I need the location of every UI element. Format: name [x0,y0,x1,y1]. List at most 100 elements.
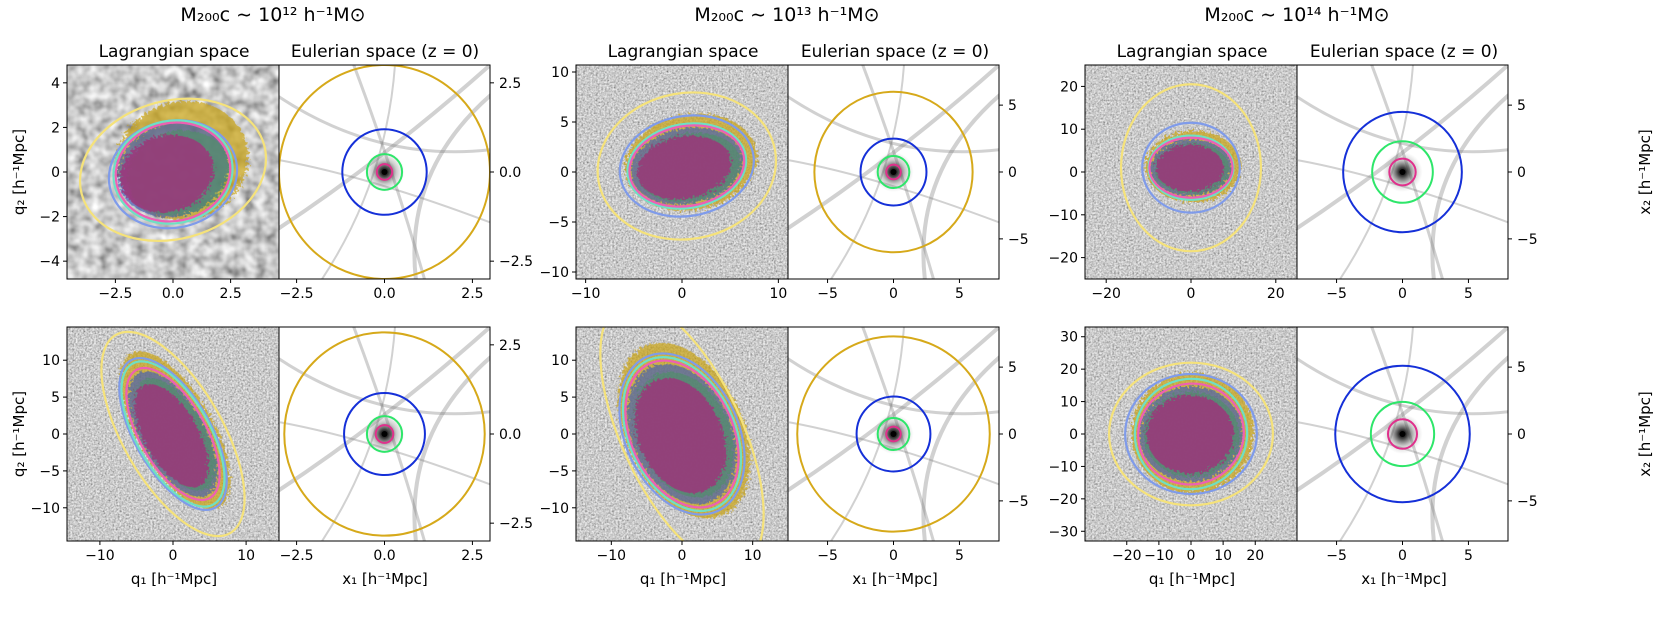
x-tick-label: −10 [571,286,601,302]
x-tick-label: −2.5 [280,548,314,564]
x-tick-label: −20 [1112,548,1142,564]
filament [412,93,490,279]
magenta-particles [1146,395,1234,474]
x-tick-label: 5 [955,286,964,302]
xlabel-x1: x₁ [h⁻¹Mpc] [852,570,938,588]
ylabel-x2-row2: x₂ [h⁻¹Mpc] [1636,391,1654,477]
y-tick-label: 0 [1069,165,1078,181]
gold-radius-circle [796,335,991,533]
panel-title-lagrangian: Lagrangian space [99,42,250,62]
x-tick-label: 0.0 [373,548,395,564]
column-title-1e14: M₂₀₀c ∼ 10¹⁴ h⁻¹M⊙ [1204,4,1389,26]
y-tick-label: −5 [548,464,569,480]
y-tick-label: 0.0 [499,165,521,181]
x-tick-label: 0 [1398,548,1407,564]
panel-image [1297,327,1508,541]
y-tick-label: 2 [51,120,60,136]
halo-center [1399,169,1406,175]
y-tick-label: 10 [551,353,569,369]
light-blue-ellipse [118,356,228,512]
panel-image [1085,327,1297,541]
magenta-radius-circle [374,424,395,444]
yellow-ellipse [1107,361,1275,507]
xlabel-x1: x₁ [h⁻¹Mpc] [342,570,428,588]
y-tick-label: 0 [1008,165,1017,181]
cyan-ellipse [626,122,748,210]
green-radius-circle [365,415,404,453]
x-tick-label: −5 [1326,548,1347,564]
y-tick-label: −10 [1048,459,1078,475]
pink-ellipse [125,366,221,502]
blue-radius-circle [1334,364,1471,504]
y-tick-label: −10 [539,501,569,517]
panel-image [788,65,999,279]
x-tick-label: 10 [237,548,255,564]
y-tick-label: −20 [1048,492,1078,508]
yellow-ellipse [78,97,268,242]
y-tick-label: 5 [1008,360,1017,376]
y-tick-label: 0 [51,165,60,181]
panel-title-lagrangian: Lagrangian space [608,42,759,62]
filament [788,356,999,416]
x-tick-label: 0 [1398,286,1407,302]
x-tick-label: −5 [1326,286,1347,302]
x-tick-label: −20 [1091,286,1121,302]
x-tick-label: 0 [678,286,687,302]
filament [412,355,490,541]
filament [921,355,999,541]
panel-title-eulerian: Eulerian space (z = 0) [291,42,479,62]
magenta-radius-circle [885,163,902,181]
x-tick-label: −10 [85,548,115,564]
y-tick-label: 5 [51,390,60,406]
y-tick-label: −20 [1048,251,1078,267]
magenta-radius-circle [885,425,902,443]
magenta-radius-circle [1386,418,1419,450]
green-radius-circle [365,153,404,191]
y-tick-label: −2 [39,210,60,226]
y-tick-label: 0.0 [499,427,521,443]
filament [1430,355,1508,541]
cyan-ellipse [112,119,234,225]
x-tick-label: 5 [1464,286,1473,302]
column-title-1e13: M₂₀₀c ∼ 10¹³ h⁻¹M⊙ [694,4,879,26]
halo-center [890,169,897,175]
x-tick-label: 0.0 [162,286,184,302]
panel-image [576,65,788,279]
x-tick-label: 0 [1187,548,1196,564]
y-tick-label: 30 [1060,330,1078,346]
magenta-particles [1155,144,1224,192]
y-tick-label: 5 [1517,360,1526,376]
x-tick-label: −5 [817,286,838,302]
xlabel-x1: x₁ [h⁻¹Mpc] [1361,570,1447,588]
cyan-ellipse [1133,377,1249,491]
pink-ellipse [628,124,746,208]
y-tick-label: 0 [1517,427,1526,443]
magenta-particles [134,384,209,488]
yellow-ellipse [1119,83,1263,253]
ylabel-x2-row1: x₂ [h⁻¹Mpc] [1636,129,1654,215]
y-tick-label: 0 [560,427,569,443]
x-tick-label: 20 [1246,548,1264,564]
y-tick-label: −4 [39,254,60,270]
xlabel-q1: q₁ [h⁻¹Mpc] [640,570,726,588]
y-tick-label: −10 [30,501,60,517]
light-blue-ellipse [1141,121,1241,214]
filament [279,94,490,154]
panel-row1-col3-eulerian: −5 0 5 −5 0 5 [1296,64,1538,302]
y-tick-label: 10 [1060,122,1078,138]
panel-image [1297,65,1508,279]
cyan-ellipse [120,360,226,508]
x-tick-label: −5 [817,548,838,564]
yellow-ellipse [596,91,778,241]
panel-title-eulerian: Eulerian space (z = 0) [1310,42,1498,62]
y-tick-label: −5 [548,215,569,231]
xlabel-q1: q₁ [h⁻¹Mpc] [1149,570,1235,588]
y-tick-label: 0 [560,165,569,181]
y-tick-label: 5 [1008,98,1017,114]
green-radius-circle [1369,400,1436,468]
panel-row2-col1-lagrangian: −10 0 10 −10 −5 0 5 10 [30,326,280,564]
filament [1430,93,1508,279]
y-tick-label: 10 [1060,395,1078,411]
